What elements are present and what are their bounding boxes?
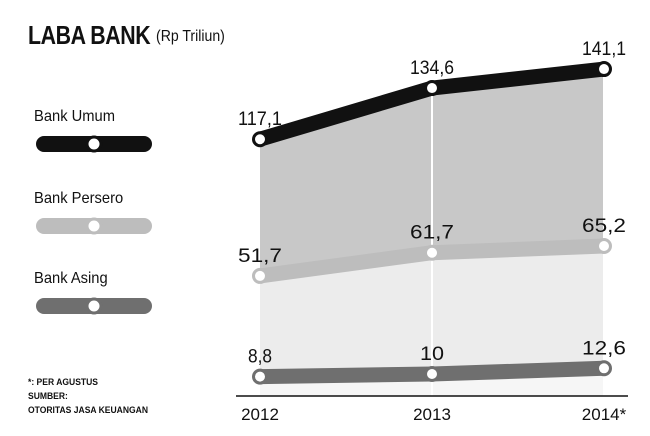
data-point bbox=[252, 368, 268, 385]
legend-swatch-bank-umum bbox=[36, 135, 152, 153]
data-point bbox=[424, 366, 440, 382]
legend-label: Bank Persero bbox=[34, 190, 124, 207]
x-tick-label: 2014* bbox=[582, 405, 627, 424]
data-point bbox=[424, 244, 440, 261]
x-tick-label: 2013 bbox=[413, 405, 451, 424]
data-point bbox=[252, 131, 268, 148]
chart-unit: (Rp Triliun) bbox=[156, 28, 225, 45]
legend-item-bank-asing: Bank Asing bbox=[34, 270, 154, 318]
data-point bbox=[596, 238, 612, 255]
data-label: 134,6 bbox=[410, 58, 454, 79]
legend-swatch-bank-persero bbox=[36, 217, 152, 235]
data-label: 8,8 bbox=[248, 347, 272, 368]
data-point bbox=[424, 80, 440, 97]
footnote-line: *: PER AGUSTUS bbox=[28, 377, 99, 388]
x-tick-label: 2012 bbox=[241, 405, 279, 424]
legend-item-bank-umum: Bank Umum bbox=[34, 108, 154, 156]
data-label: 10 bbox=[420, 344, 444, 365]
chart-title-block: LABA BANK (Rp Triliun) bbox=[28, 20, 225, 51]
legend-swatch-bank-asing bbox=[36, 297, 152, 315]
data-label: 12,6 bbox=[582, 338, 626, 359]
data-point bbox=[596, 61, 612, 78]
footnote-line: OTORITAS JASA KEUANGAN bbox=[28, 405, 149, 416]
data-label: 141,1 bbox=[582, 39, 626, 60]
chart-title: LABA BANK bbox=[28, 20, 151, 50]
data-label: 65,2 bbox=[582, 216, 626, 237]
data-label: 61,7 bbox=[410, 223, 454, 244]
legend-label: Bank Umum bbox=[34, 108, 115, 125]
data-point bbox=[596, 360, 612, 377]
footnote: *: PER AGUSTUS SUMBER: OTORITAS JASA KEU… bbox=[28, 376, 161, 418]
legend-item-bank-persero: Bank Persero bbox=[34, 190, 154, 238]
data-point bbox=[252, 267, 268, 284]
data-label: 117,1 bbox=[238, 109, 282, 130]
footnote-line: SUMBER: bbox=[28, 391, 68, 402]
data-label: 51,7 bbox=[238, 246, 282, 267]
legend-label: Bank Asing bbox=[34, 270, 108, 287]
